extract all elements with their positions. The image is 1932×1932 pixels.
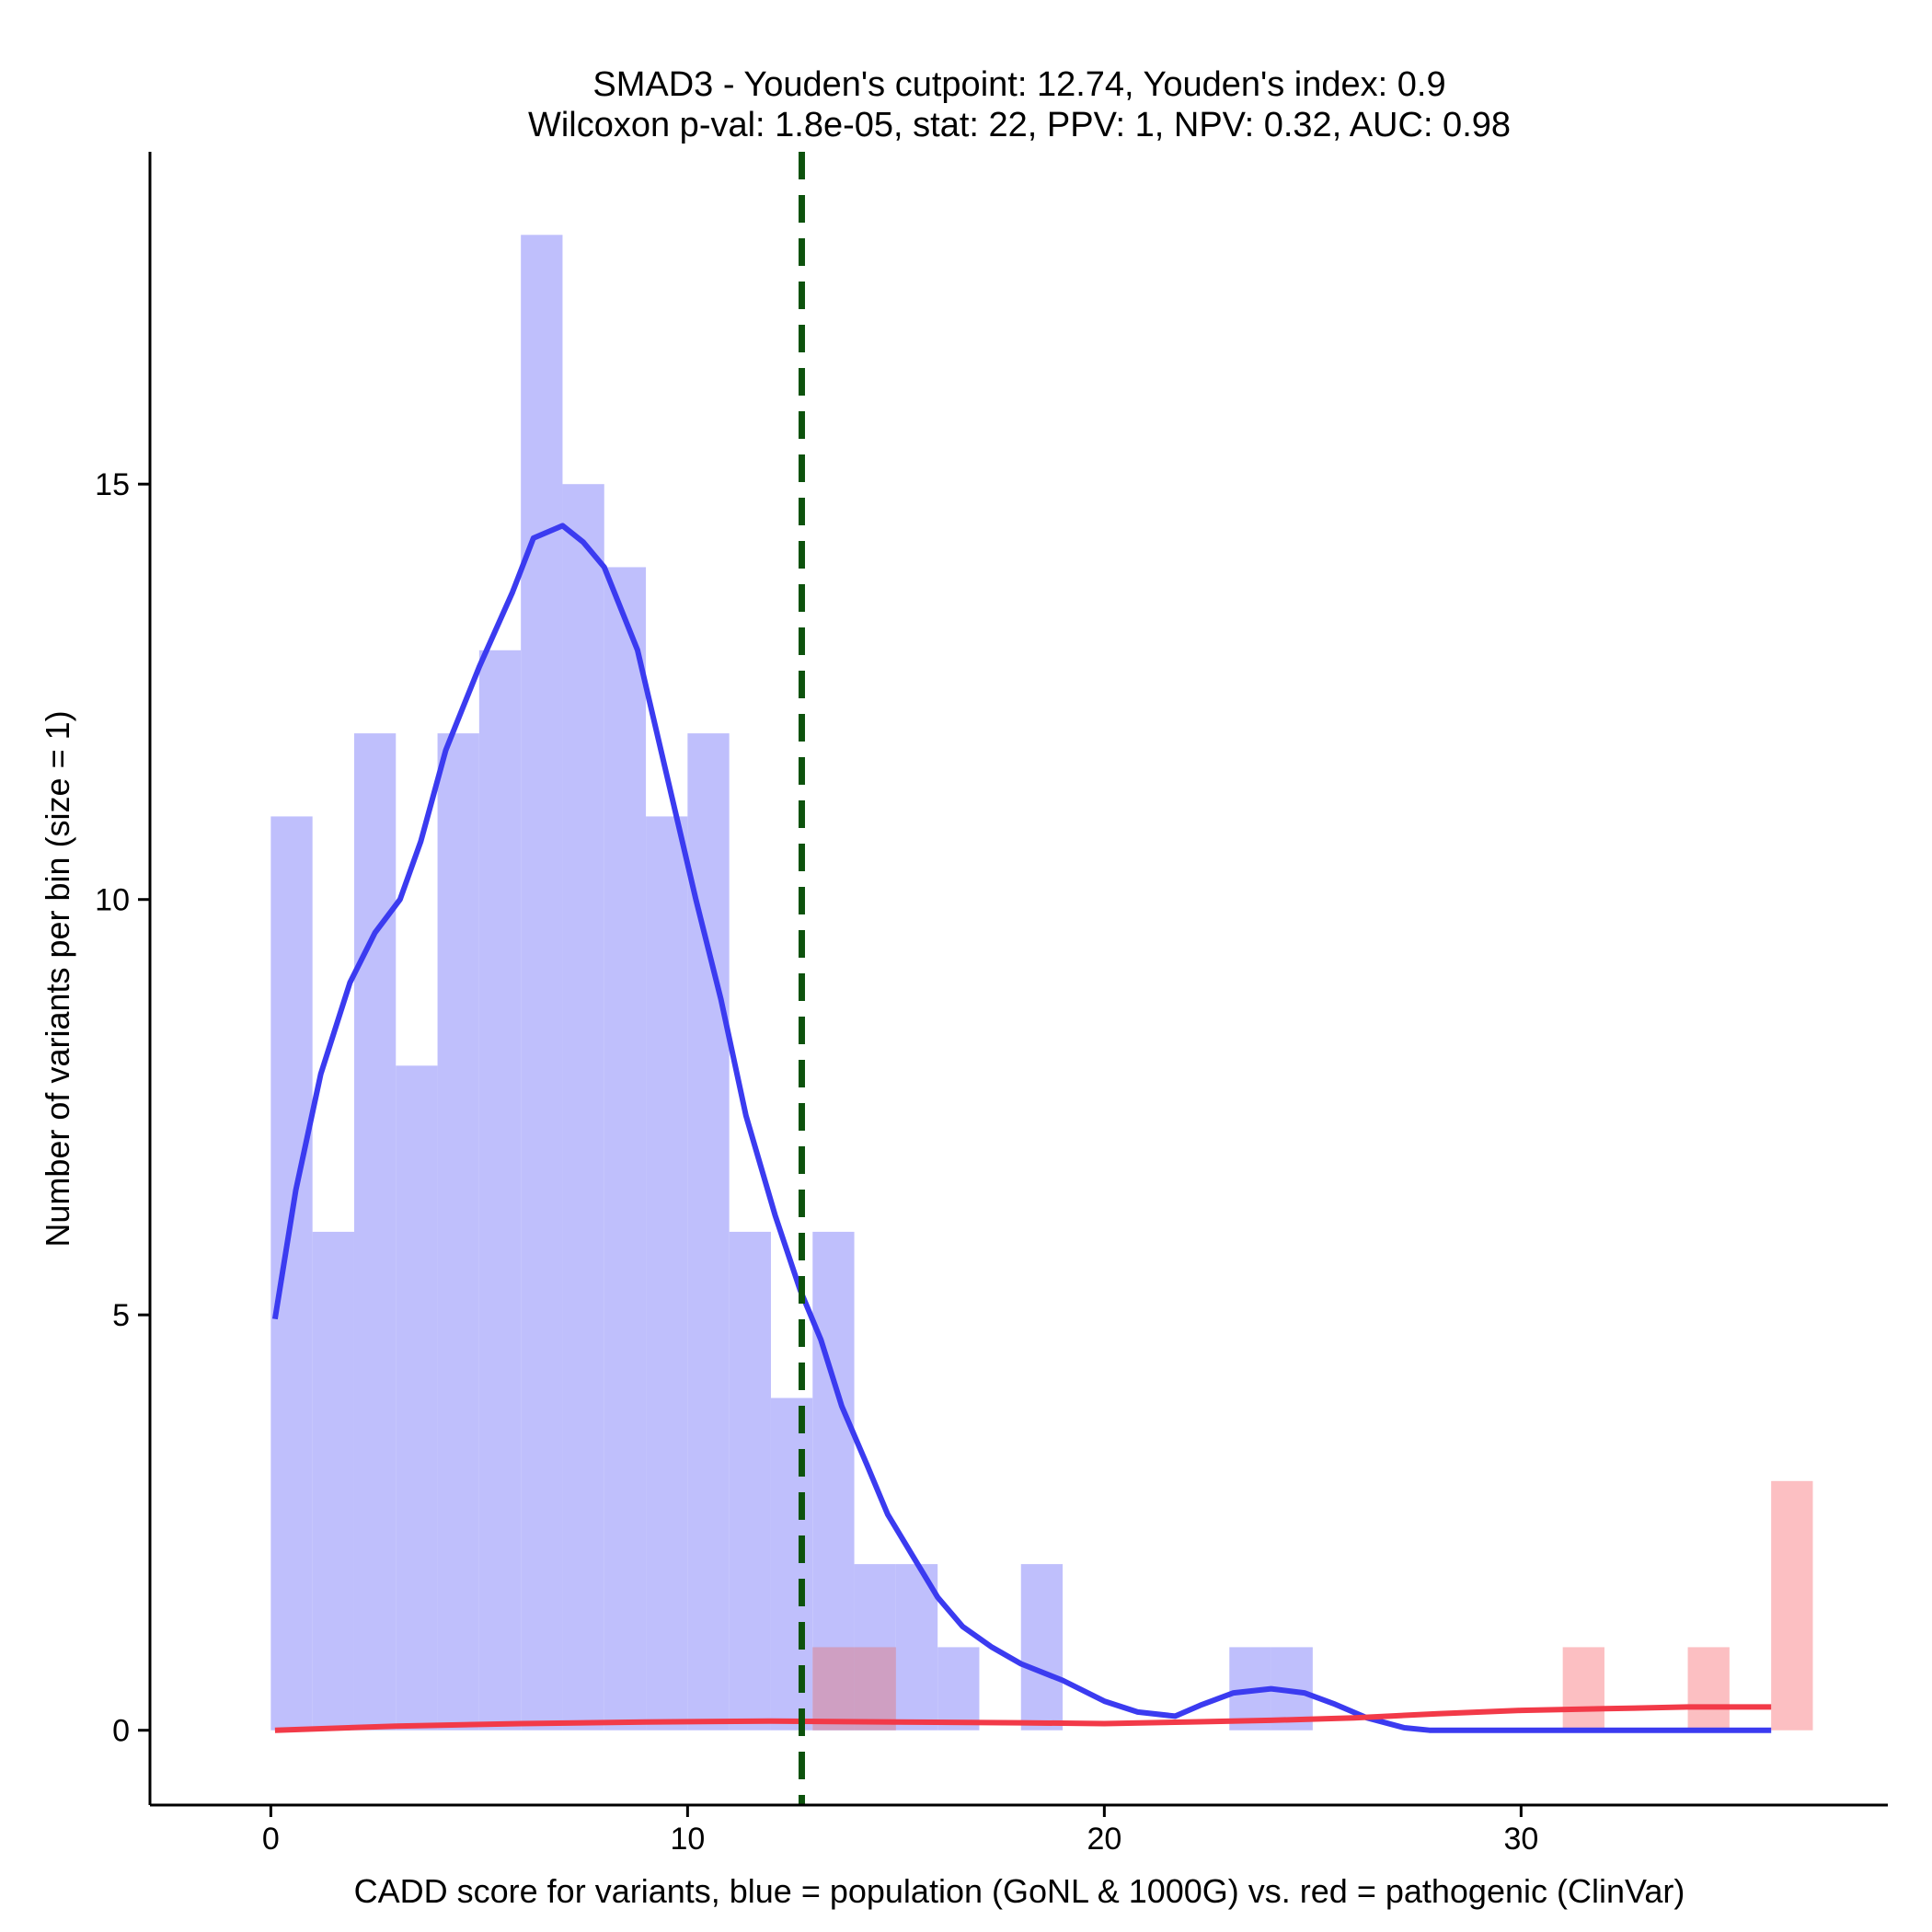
y-tick-label-0: 0 xyxy=(112,1714,130,1749)
population-bar-5 xyxy=(478,650,522,1731)
population-bar-0 xyxy=(270,816,313,1731)
population-bar-8 xyxy=(604,567,647,1731)
y-tick-label-5: 5 xyxy=(112,1298,130,1333)
x-axis-label: CADD score for variants, blue = populati… xyxy=(354,1872,1685,1910)
population-bar-2 xyxy=(353,733,397,1731)
x-tick-label-20: 20 xyxy=(1087,1822,1121,1857)
population-bar-6 xyxy=(521,235,563,1731)
axis-ticks: 0 10 20 30 0 5 10 15 xyxy=(95,467,1538,1857)
axes xyxy=(148,152,1888,1807)
population-bar-11 xyxy=(729,1231,771,1731)
pathogenic-bar-31 xyxy=(1562,1647,1604,1731)
y-tick-label-10: 10 xyxy=(95,883,130,918)
population-bar-1 xyxy=(312,1231,354,1731)
x-tick-label-0: 0 xyxy=(262,1822,280,1857)
density-curves xyxy=(271,523,1772,1733)
chart-title-line-2: Wilcoxon p-val: 1.8e-05, stat: 22, PPV: … xyxy=(528,106,1511,144)
pathogenic-bar-14 xyxy=(854,1647,896,1731)
population-bar-15 xyxy=(895,1564,938,1731)
population-bar-3 xyxy=(396,1065,438,1731)
x-tick-label-30: 30 xyxy=(1503,1822,1538,1857)
pathogenic-bar-13 xyxy=(812,1647,855,1731)
y-tick-label-15: 15 xyxy=(95,467,130,502)
population-bar-13 xyxy=(812,1231,855,1731)
chart-title-line-1: SMAD3 - Youden's cutpoint: 12.74, Youden… xyxy=(592,65,1445,104)
population-bar-12 xyxy=(770,1397,813,1731)
population-bar-9 xyxy=(646,816,688,1731)
pathogenic-bar-36 xyxy=(1771,1480,1813,1731)
pathogenic-bar-34 xyxy=(1687,1647,1730,1731)
y-axis-label: Number of variants per bin (size = 1) xyxy=(39,710,76,1247)
population-density-line xyxy=(271,523,1772,1733)
population-bar-18 xyxy=(1020,1564,1064,1731)
population-bar-7 xyxy=(562,484,604,1731)
x-tick-label-10: 10 xyxy=(670,1822,705,1857)
population-bar-16 xyxy=(937,1647,980,1731)
histogram-bars xyxy=(270,235,1813,1731)
pathogenic-density-line xyxy=(274,1704,1772,1733)
population-bar-4 xyxy=(437,733,479,1731)
